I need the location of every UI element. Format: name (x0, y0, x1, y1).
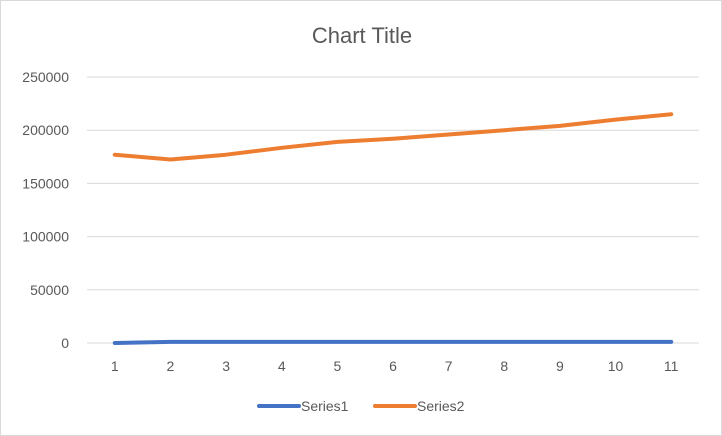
x-tick-label: 7 (445, 358, 453, 374)
y-tick-label: 0 (61, 335, 69, 351)
x-tick-label: 4 (278, 358, 286, 374)
series-lines (112, 112, 674, 345)
x-tick-label: 5 (333, 358, 341, 374)
legend-item-2: Series2 (373, 398, 465, 414)
chart-title: Chart Title (312, 23, 412, 48)
x-tick-label: 10 (608, 358, 624, 374)
legend-item-1: Series1 (257, 398, 349, 414)
x-tick-label: 9 (556, 358, 564, 374)
x-tick-label: 11 (664, 358, 679, 374)
series-line-1 (112, 339, 674, 345)
y-axis-labels: 0 50000 100000 150000 200000 250000 (22, 69, 69, 351)
legend-label: Series2 (417, 398, 465, 414)
x-axis-labels: 1 2 3 4 5 6 7 8 9 10 11 (111, 358, 679, 374)
x-tick-label: 8 (500, 358, 508, 374)
y-tick-label: 150000 (22, 175, 69, 191)
y-tick-label: 200000 (22, 122, 69, 138)
series-line-2 (112, 112, 674, 162)
y-tick-label: 100000 (22, 229, 69, 245)
legend: Series1 Series2 (257, 398, 465, 414)
y-tick-label: 50000 (30, 282, 69, 298)
x-tick-label: 2 (167, 358, 175, 374)
legend-label: Series1 (301, 398, 349, 414)
gridlines (87, 76, 699, 344)
x-tick-label: 6 (389, 358, 397, 374)
y-tick-label: 250000 (22, 69, 69, 85)
x-tick-label: 1 (111, 358, 119, 374)
x-tick-label: 3 (222, 358, 230, 374)
